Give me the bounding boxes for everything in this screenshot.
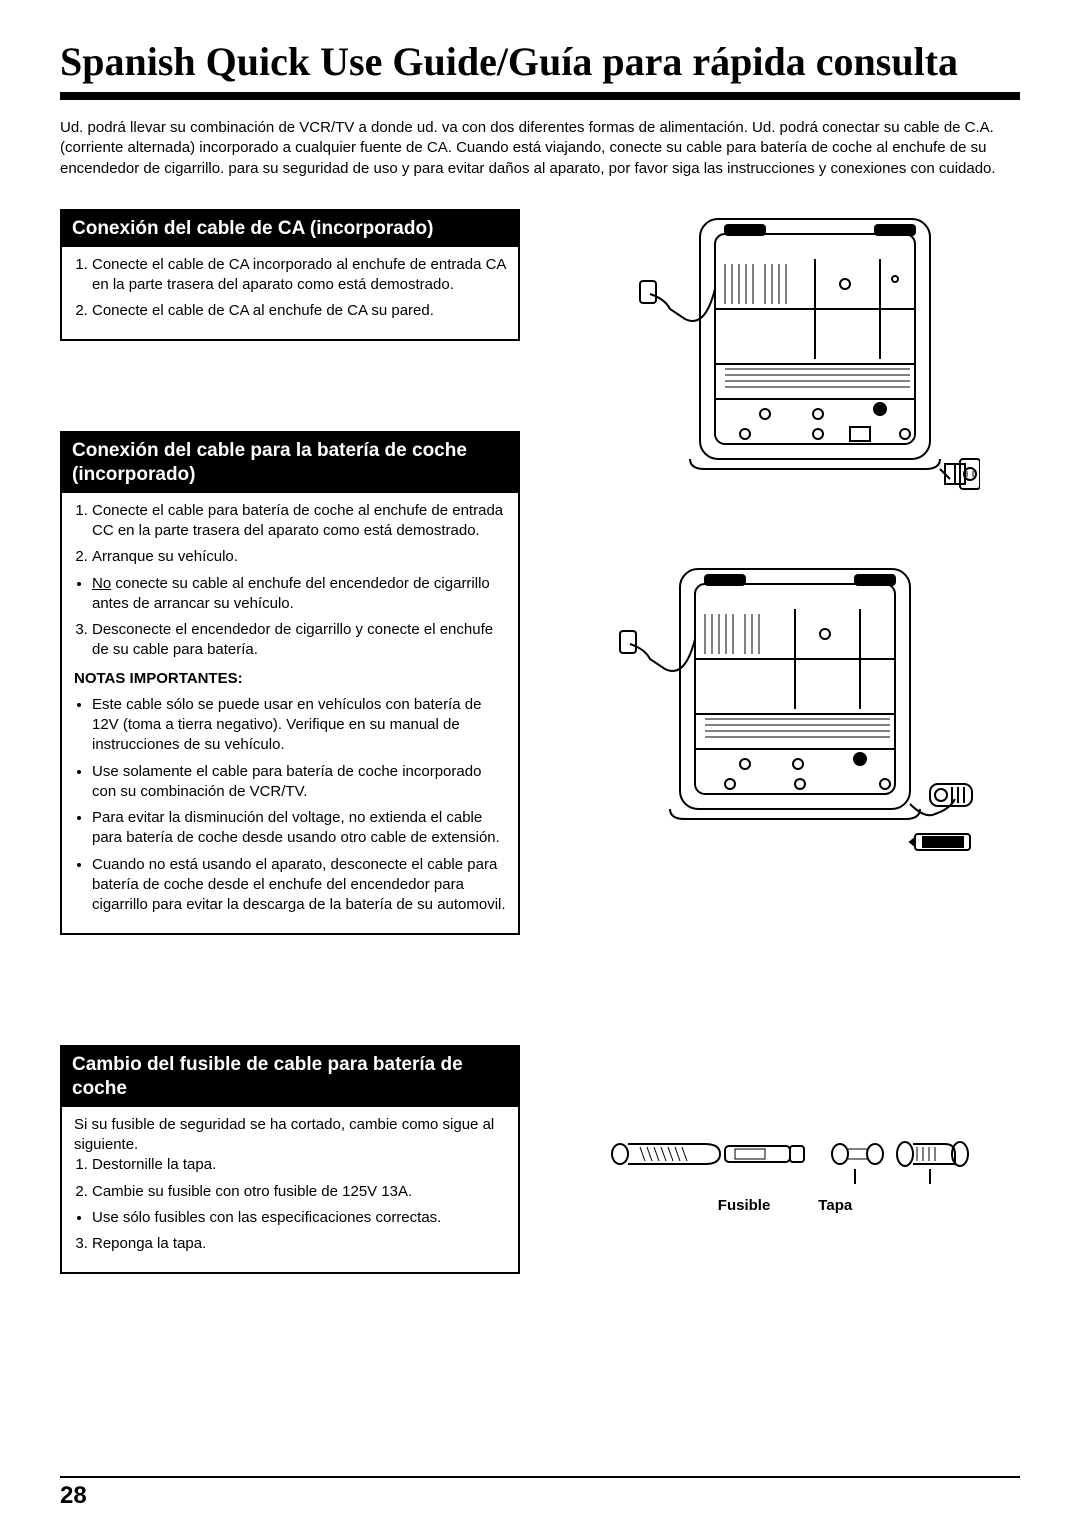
section-header: Cambio del fusible de cable para batería…	[62, 1047, 518, 1107]
list-item: Conecte el cable de CA al enchufe de CA …	[92, 301, 506, 321]
section-ca-cable: Conexión del cable de CA (incorporado) C…	[60, 209, 520, 342]
list-item: Conecte el cable para batería de coche a…	[92, 501, 506, 542]
diagram-car-battery-connection	[550, 559, 1020, 879]
list-item: Reponga la tapa.	[92, 1234, 506, 1254]
fuse-label-tapa: Tapa	[818, 1197, 852, 1214]
tv-back-dc-icon	[585, 559, 985, 879]
list-item: Cambie su fusible con otro fusible de 12…	[92, 1182, 506, 1202]
diagram-fuse: Fusible Tapa	[550, 1119, 1020, 1214]
fuse-icon	[585, 1119, 985, 1189]
title-rule	[60, 92, 1020, 100]
right-column: Fusible Tapa	[550, 209, 1020, 1285]
list-item: Para evitar la disminución del voltage, …	[92, 808, 506, 849]
section-fuse-replacement: Cambio del fusible de cable para batería…	[60, 1045, 520, 1274]
list-item: Cuando no está usando el aparato, descon…	[92, 855, 506, 916]
tv-back-ac-icon	[590, 209, 980, 509]
left-column: Conexión del cable de CA (incorporado) C…	[60, 209, 520, 1285]
list-item: Use solamente el cable para batería de c…	[92, 762, 506, 803]
page-title: Spanish Quick Use Guide/Guía para rápida…	[60, 40, 1020, 84]
list-item: Destornille la tapa.	[92, 1155, 506, 1175]
section-header: Conexión del cable para la batería de co…	[62, 433, 518, 493]
diagram-ca-connection	[550, 209, 1020, 509]
list-item: Conecte el cable de CA incorporado al en…	[92, 255, 506, 296]
list-item: Use sólo fusibles con las especificacion…	[92, 1208, 506, 1228]
underline-no: No	[92, 575, 111, 592]
section-car-battery: Conexión del cable para la batería de co…	[60, 431, 520, 935]
list-item: No conecte su cable al enchufe del encen…	[92, 574, 506, 615]
list-item: Desconecte el encendedor de cigarrillo y…	[92, 620, 506, 661]
intro-paragraph: Ud. podrá llevar su combinación de VCR/T…	[60, 118, 1020, 179]
page-number: 28	[60, 1476, 1020, 1510]
notes-header: NOTAS IMPORTANTES:	[74, 669, 506, 689]
warn-text: conecte su cable al enchufe del encended…	[92, 575, 490, 612]
list-item: Arranque su vehículo.	[92, 547, 506, 567]
list-item: Este cable sólo se puede usar en vehícul…	[92, 695, 506, 756]
fuse-label-fusible: Fusible	[718, 1197, 771, 1214]
section-header: Conexión del cable de CA (incorporado)	[62, 211, 518, 247]
lead-text: Si su fusible de seguridad se ha cortado…	[74, 1115, 506, 1156]
